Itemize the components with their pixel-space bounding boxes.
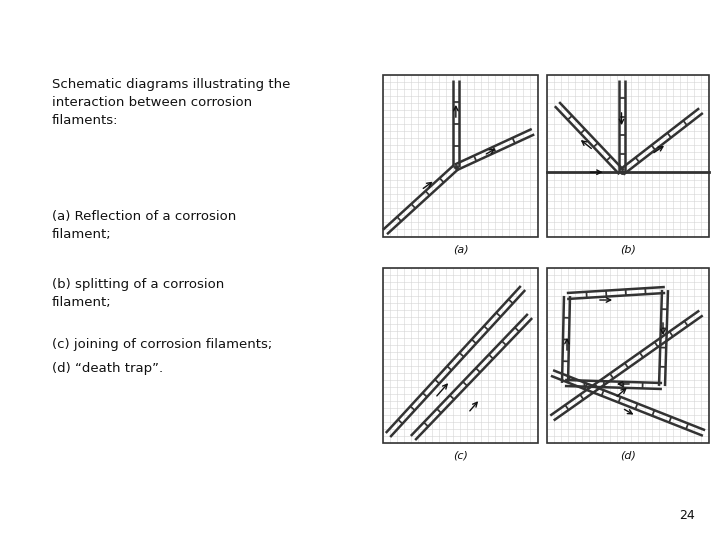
Text: (a) Reflection of a corrosion
filament;: (a) Reflection of a corrosion filament; <box>52 210 236 241</box>
Text: (b): (b) <box>620 244 636 254</box>
Text: (c) joining of corrosion filaments;: (c) joining of corrosion filaments; <box>52 338 272 351</box>
Text: (a): (a) <box>453 244 468 254</box>
Bar <box>383 75 538 237</box>
Bar <box>383 268 538 443</box>
Bar <box>547 268 709 443</box>
Text: 24: 24 <box>679 509 695 522</box>
Bar <box>547 75 709 237</box>
Text: (b) splitting of a corrosion
filament;: (b) splitting of a corrosion filament; <box>52 278 224 309</box>
Text: (d): (d) <box>620 450 636 460</box>
Text: Schematic diagrams illustrating the
interaction between corrosion
filaments:: Schematic diagrams illustrating the inte… <box>52 78 290 127</box>
Text: (d) “death trap”.: (d) “death trap”. <box>52 362 163 375</box>
Text: (c): (c) <box>453 450 468 460</box>
